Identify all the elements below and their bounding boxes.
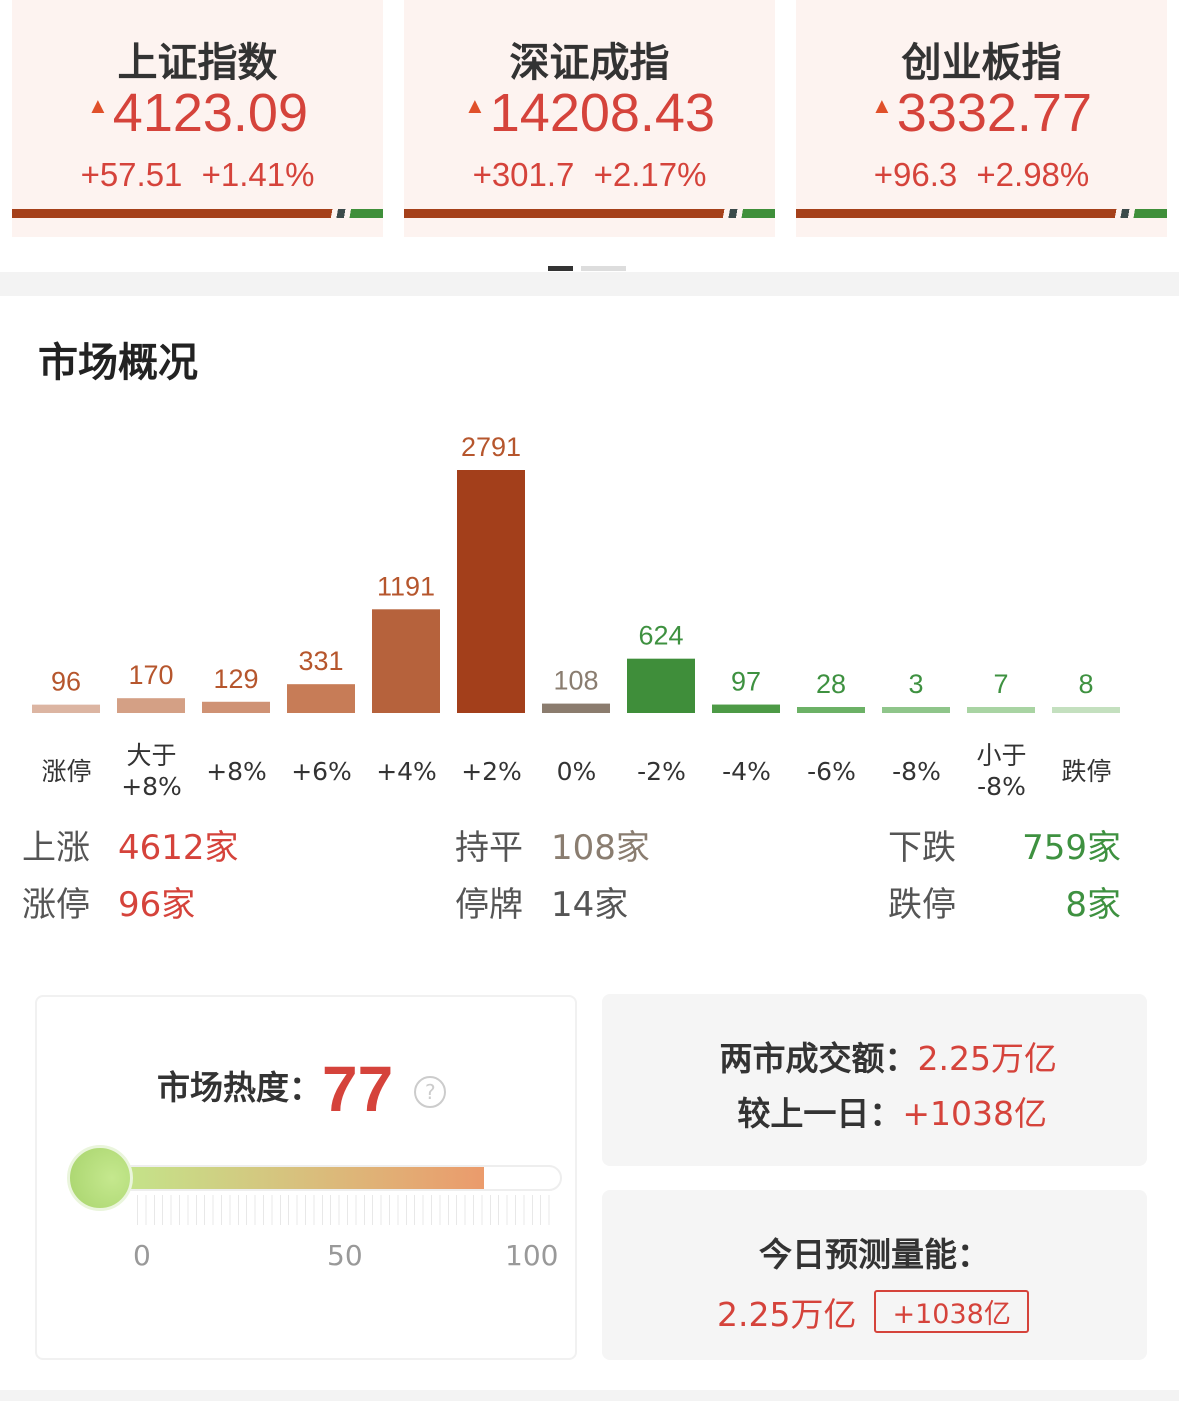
breadth-bar (404, 209, 775, 218)
turnover-label: 两市成交额： (719, 1039, 918, 1078)
bar (287, 684, 355, 713)
bar-value-label: 170 (128, 660, 173, 690)
bar (1052, 707, 1120, 713)
up-arrow-icon: ▲ (87, 93, 109, 118)
turnover-value: 2.25万亿 (917, 1039, 1057, 1078)
tick-100: 100 (505, 1239, 559, 1272)
bar (202, 701, 270, 713)
index-price: 3332.77 (896, 83, 1092, 143)
bar (542, 703, 610, 713)
index-change: +96.3 (873, 156, 958, 193)
index-name: 创业板指 (901, 40, 1062, 86)
bar (32, 704, 100, 713)
down-value: 759家 (1022, 828, 1121, 868)
index-card-sz[interactable]: 深证成指 ▲14208.43 +301.7 +2.17% (404, 0, 775, 237)
bar (967, 707, 1035, 713)
bar (372, 609, 440, 713)
bar-value-label: 8 (1078, 669, 1093, 699)
forecast-value: 2.25万亿 (717, 1295, 857, 1334)
heat-knob (67, 1145, 133, 1211)
category-label: 小于 -8% (976, 741, 1027, 801)
down-label: 下跌 (888, 828, 956, 868)
halt-value: 14家 (551, 885, 629, 925)
category-label: 涨停 (41, 757, 92, 786)
category-label: +2% (461, 757, 522, 786)
category-label: +6% (291, 757, 352, 786)
index-price: 14208.43 (489, 83, 715, 143)
index-change: +57.51 (80, 156, 183, 193)
heat-fill (117, 1167, 484, 1189)
index-pct: +2.98% (976, 156, 1090, 193)
limit-up-label: 涨停 (22, 885, 90, 925)
divider (0, 272, 1179, 296)
up-arrow-icon: ▲ (463, 93, 486, 118)
breadth-bar (12, 209, 383, 218)
flat-value: 108家 (551, 828, 650, 868)
help-icon[interactable]: ? (414, 1076, 447, 1108)
limit-down-value: 8家 (1065, 885, 1121, 925)
tick-0: 0 (133, 1239, 151, 1272)
limit-up-value: 96家 (118, 885, 196, 925)
distribution-chart: 96 170 129 331 1191 2791 108 624 97 28 3 7 8 (32, 432, 1120, 713)
bar (457, 470, 525, 713)
bar-value-label: 96 (51, 667, 81, 697)
bar (712, 704, 780, 713)
vs-yesterday-label: 较上一日： (737, 1094, 903, 1133)
bar (882, 707, 950, 713)
heat-ruler (137, 1195, 555, 1225)
bar-value-label: 331 (298, 646, 343, 676)
category-label: -4% (722, 757, 771, 786)
page-dot-active[interactable] (548, 266, 573, 271)
section-title: 市场概况 (38, 340, 198, 386)
bar-value-label: 97 (731, 667, 761, 697)
divider (0, 1390, 1179, 1401)
forecast-label: 今日预测量能： (759, 1235, 990, 1274)
category-label: -6% (807, 757, 856, 786)
page-dot[interactable] (581, 266, 626, 271)
heat-value: 77 (322, 1053, 394, 1125)
market-heat-card: 市场热度：77 ? 0 50 100 (35, 995, 577, 1360)
halt-label: 停牌 (455, 885, 523, 925)
category-label: 跌停 (1061, 757, 1112, 786)
heat-label: 市场热度： (157, 1068, 322, 1107)
forecast-card: 今日预测量能： 2.25万亿 +1038亿 (602, 1190, 1147, 1360)
tick-50: 50 (327, 1239, 363, 1272)
limit-down-label: 跌停 (888, 885, 956, 925)
category-label: +4% (376, 757, 437, 786)
bar-value-label: 28 (816, 669, 846, 699)
index-price: 4123.09 (112, 83, 308, 143)
category-label: +8% (206, 757, 267, 786)
index-card-sh[interactable]: 上证指数 ▲4123.09 +57.51 +1.41% (12, 0, 383, 237)
index-name: 深证成指 (509, 40, 670, 86)
category-label: -8% (892, 757, 941, 786)
category-label: -2% (637, 757, 686, 786)
breadth-bar (796, 209, 1167, 218)
index-change: +301.7 (472, 156, 575, 193)
bar-value-label: 1191 (377, 571, 435, 601)
bar (117, 698, 185, 713)
bar (797, 707, 865, 713)
index-card-cyb[interactable]: 创业板指 ▲3332.77 +96.3 +2.98% (796, 0, 1167, 237)
bar (627, 658, 695, 713)
bar-value-label: 129 (213, 664, 258, 694)
bar-value-label: 108 (553, 666, 598, 696)
index-pct: +1.41% (201, 156, 315, 193)
bar-value-label: 2791 (461, 432, 521, 462)
up-arrow-icon: ▲ (871, 93, 893, 118)
index-name: 上证指数 (117, 40, 278, 86)
category-label: 0% (556, 757, 597, 786)
forecast-badge: +1038亿 (874, 1290, 1029, 1333)
up-label: 上涨 (22, 828, 90, 868)
bar-value-label: 3 (908, 669, 923, 699)
index-pct: +2.17% (593, 156, 707, 193)
turnover-card: 两市成交额：2.25万亿 较上一日：+1038亿 (602, 994, 1147, 1166)
page-indicator[interactable] (548, 256, 634, 275)
flat-label: 持平 (455, 828, 523, 868)
up-value: 4612家 (118, 828, 239, 868)
bar-value-label: 7 (993, 669, 1008, 699)
category-label: 大于 +8% (121, 741, 182, 801)
vs-yesterday-value: +1038亿 (902, 1094, 1047, 1133)
bar-value-label: 624 (638, 621, 683, 651)
